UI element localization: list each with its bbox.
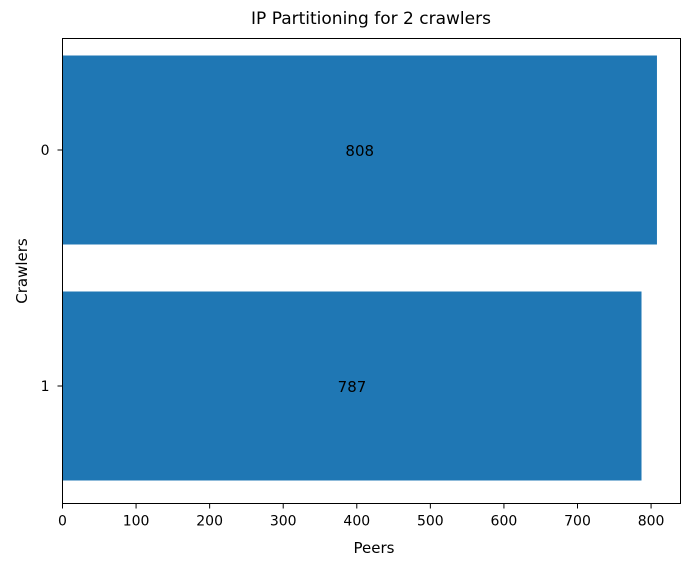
y-axis-label: Crawlers: [13, 238, 31, 304]
data-labels-layer: 808 787: [338, 142, 374, 396]
y-tick-label-1: 1: [41, 379, 50, 395]
x-tick-label-200: 200: [196, 514, 223, 530]
y-axis-ticks: 01: [41, 143, 63, 395]
bar-value-label-1: 787: [338, 378, 367, 396]
bar-crawler-0: [62, 55, 657, 245]
chart-title: IP Partitioning for 2 crawlers: [251, 9, 491, 29]
y-tick-label-0: 0: [41, 143, 50, 159]
bar-crawler-1: [62, 291, 642, 481]
x-tick-label-500: 500: [417, 514, 444, 530]
bars-layer: [62, 55, 657, 481]
x-tick-label-0: 0: [58, 514, 67, 530]
bar-value-label-0: 808: [345, 142, 374, 160]
x-axis-ticks: 0 100 200 300 400 500 600 700 800: [58, 503, 665, 530]
x-tick-label-800: 800: [638, 514, 665, 530]
x-tick-label-600: 600: [491, 514, 518, 530]
x-tick-label-400: 400: [343, 514, 370, 530]
x-tick-label-300: 300: [270, 514, 297, 530]
x-tick-label-700: 700: [564, 514, 591, 530]
x-axis-label: Peers: [354, 539, 395, 557]
x-tick-label-100: 100: [123, 514, 150, 530]
